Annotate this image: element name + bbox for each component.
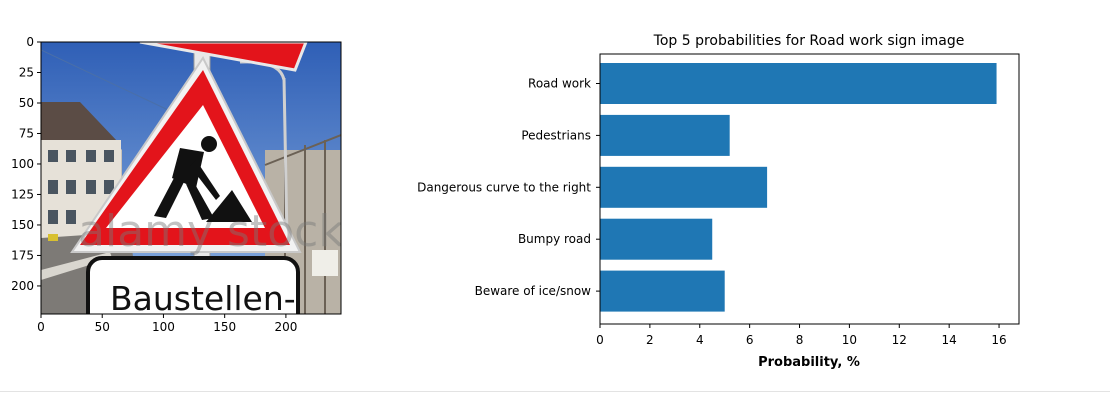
x-tick-label-4: 8 (796, 333, 804, 347)
x-tick-label-7: 14 (942, 333, 957, 347)
sign-plate-text: Baustellen- (110, 279, 296, 318)
image-x-tick-label-0: 0 (37, 320, 45, 334)
image-y-tick-label-3: 75 (19, 126, 34, 140)
category-label-2: Dangerous curve to the right (417, 180, 591, 194)
x-tick-label-2: 4 (696, 333, 704, 347)
image-x-tick-label-4: 200 (274, 320, 297, 334)
bar-pedestrians (600, 114, 730, 156)
category-label-3: Bumpy road (518, 232, 591, 246)
bar-dangerous-curve-to-the-right (600, 166, 768, 208)
x-tick-label-0: 0 (596, 333, 604, 347)
x-axis-ticks: 0 2 4 6 8 10 12 14 16 (596, 324, 1007, 347)
x-tick-label-3: 6 (746, 333, 754, 347)
image-y-tick-label-8: 200 (11, 279, 34, 293)
image-frame (40, 41, 342, 315)
image-y-tick-label-6: 150 (11, 218, 34, 232)
category-label-1: Pedestrians (521, 128, 591, 142)
bar-beware-of-ice-snow (600, 270, 725, 312)
image-x-tick-label-3: 150 (213, 320, 236, 334)
image-y-tick-label-4: 100 (11, 157, 34, 171)
bar-chart: Top 5 probabilities for Road work sign i… (417, 33, 1020, 370)
x-tick-label-8: 16 (991, 333, 1006, 347)
image-y-tick-label-5: 125 (11, 187, 34, 201)
bars (600, 63, 997, 312)
bar-bumpy-road (600, 218, 713, 260)
bar-road-work (600, 63, 997, 104)
category-labels: Road work Pedestrians Dangerous curve to t… (417, 77, 600, 298)
image-y-tick-label-2: 50 (19, 96, 34, 110)
image-axes: alamy stock Baustellen- 0 50 100 150 200 0 25… (11, 35, 344, 334)
image-x-tick-label-1: 50 (95, 320, 110, 334)
x-tick-label-6: 12 (892, 333, 907, 347)
image-x-tick-label-2: 100 (152, 320, 175, 334)
image-y-tick-label-7: 175 (11, 248, 34, 262)
x-tick-label-1: 2 (646, 333, 654, 347)
x-axis-label: Probability, % (758, 355, 860, 370)
image-y-ticks: 0 25 50 75 100 125 150 175 200 (11, 35, 41, 293)
image-y-tick-label-0: 0 (26, 35, 34, 49)
chart-title: Top 5 probabilities for Road work sign i… (653, 33, 965, 49)
category-label-0: Road work (528, 77, 591, 91)
x-tick-label-5: 10 (842, 333, 857, 347)
chart-frame (599, 53, 1020, 325)
road-work-sign-image: alamy stock Baustellen- (41, 42, 344, 318)
image-x-ticks: 0 50 100 150 200 (37, 314, 297, 334)
image-y-tick-label-1: 25 (19, 65, 34, 79)
bottom-divider (0, 391, 1110, 392)
category-label-4: Beware of ice/snow (475, 284, 592, 298)
image-watermark-text: alamy stock (78, 206, 344, 257)
